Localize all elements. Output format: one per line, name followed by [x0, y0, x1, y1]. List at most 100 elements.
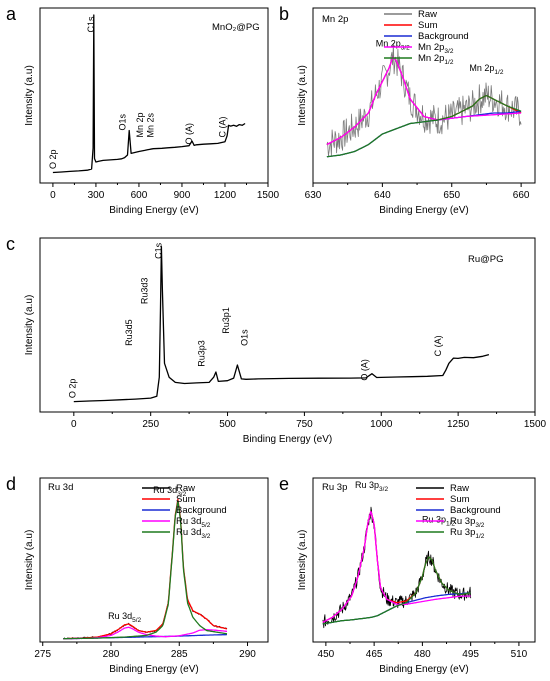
series-line-d-ru-3d3-2 [63, 500, 228, 640]
peak-annotation: O1s [117, 113, 127, 130]
series-line-b-raw [326, 42, 522, 157]
x-tick-label: 750 [296, 419, 313, 430]
x-tick-label: 0 [50, 190, 56, 201]
inset-label-a: MnO₂@PG [212, 22, 260, 33]
x-tick-label: 650 [443, 190, 460, 201]
legend-entry: Sum [176, 494, 196, 505]
peak-annotation: Ru3p3 [196, 340, 206, 367]
panel-d: d 275 280 285 290 Binding Energy (eV) Intensit… [6, 474, 269, 675]
peak-annotation: C (A) [218, 117, 228, 138]
legend-entry: Raw [450, 483, 469, 494]
legend-entry: Raw [176, 483, 195, 494]
x-tick-label: 500 [219, 419, 236, 430]
legend-entry: Mn 2p3/2 [418, 42, 454, 55]
panel-a: a 0 300 600 900 1200 1500 Binding Energy (eV) In… [6, 4, 280, 216]
legend-entry: Ru 3d3/2 [176, 527, 211, 540]
peak-annotation: C1s [153, 242, 163, 259]
legend-entry: Sum [450, 494, 470, 505]
x-tick-label: 900 [174, 190, 191, 201]
legend-entry: Background [176, 505, 227, 516]
peak-annotation: O1s [240, 329, 250, 346]
x-tick-label: 480 [414, 649, 431, 660]
legend-entry: Sum [418, 20, 438, 31]
peak-annotation: Ru 3p1/2 [422, 514, 455, 527]
plot-frame-b [312, 7, 536, 184]
series-line-b-mn-2p3-2 [326, 56, 522, 146]
peak-annotation: Ru3p1 [221, 307, 231, 334]
series-line-b-mn-2p1-2 [326, 94, 522, 158]
peak-annotation: Ru3d5 [124, 319, 134, 346]
x-tick-label: 450 [318, 649, 335, 660]
inset-label-b: Mn 2p [322, 14, 348, 25]
x-axis-title-d: Binding Energy (eV) [109, 664, 199, 675]
x-axis-title-b: Binding Energy (eV) [379, 205, 469, 216]
series-line-c-spectrum [73, 246, 490, 403]
x-tick-label: 465 [366, 649, 383, 660]
plot-frame-e [312, 477, 536, 643]
x-tick-label: 1500 [524, 419, 547, 430]
peak-annotation: O 2p [67, 379, 77, 399]
panel-c: c 0 250 500 750 1000 1250 1500 Binding Energy (e… [6, 234, 547, 445]
peak-annotation: Mn 2p1/2 [469, 63, 503, 76]
series-line-e-ru-3p3-2 [322, 510, 471, 623]
peak-annotation: O (A) [359, 359, 369, 381]
peak-annotation: Ru 3d5/2 [108, 611, 141, 624]
peak-annotation: Mn 2s [145, 112, 155, 137]
inset-label-d: Ru 3d [48, 482, 73, 493]
peak-annotation: Ru 3d3/2 [153, 485, 186, 498]
x-tick-label: 300 [88, 190, 105, 201]
peak-annotation: Ru 3p3/2 [355, 480, 388, 493]
legend-entry: Raw [418, 9, 437, 20]
peak-annotation: C1s [86, 16, 96, 33]
legend-entry: Mn 2p1/2 [418, 53, 454, 66]
plot-frame-d [39, 477, 269, 643]
legend-entry: Background [450, 505, 501, 516]
x-tick-label: 1000 [370, 419, 393, 430]
peak-annotation: Ru3d3 [140, 278, 150, 305]
inset-label-c: Ru@PG [468, 254, 504, 265]
peak-annotation: Mn 2p [135, 112, 145, 137]
x-tick-label: 1200 [214, 190, 237, 201]
peak-annotation: Mn 2p3/2 [376, 39, 410, 52]
x-tick-label: 510 [511, 649, 528, 660]
x-axis-title-e: Binding Energy (eV) [379, 664, 469, 675]
legend-entry: Ru 3d5/2 [176, 516, 211, 529]
y-axis-title-a: Intensity (a.u) [24, 65, 35, 126]
x-axis-title-a: Binding Energy (eV) [109, 205, 199, 216]
panel-e: e 450 465 480 495 510 Binding Energy (eV) Inten… [279, 474, 536, 675]
panel-b: b 630 640 650 660 Binding Energy (eV) Intensit… [279, 4, 536, 216]
legend-entry: Background [418, 31, 469, 42]
peak-annotation: O (A) [184, 123, 194, 145]
legend-entry: Ru 3p3/2 [450, 516, 485, 529]
legend-entry: Ru 3p1/2 [450, 527, 485, 540]
panel-letter-d: d [6, 474, 16, 494]
panel-letter-a: a [6, 4, 17, 24]
x-tick-label: 275 [34, 649, 51, 660]
plot-frame-a [39, 7, 269, 184]
y-axis-title-c: Intensity (a.u) [24, 295, 35, 356]
x-tick-label: 600 [131, 190, 148, 201]
peak-annotation: O 2p [48, 149, 58, 169]
x-tick-label: 630 [305, 190, 322, 201]
x-tick-label: 250 [142, 419, 159, 430]
x-tick-label: 640 [374, 190, 391, 201]
series-line-e-ru-3p1-2 [322, 556, 471, 625]
x-tick-label: 0 [71, 419, 77, 430]
x-tick-label: 1500 [257, 190, 280, 201]
inset-label-e: Ru 3p [322, 482, 347, 493]
x-axis-title-c: Binding Energy (eV) [243, 434, 333, 445]
plot-frame-c [39, 237, 536, 413]
panel-letter-b: b [279, 4, 289, 24]
y-axis-title-b: Intensity (a.u) [297, 65, 308, 126]
x-tick-label: 1250 [447, 419, 470, 430]
x-tick-label: 660 [513, 190, 530, 201]
x-tick-label: 280 [103, 649, 120, 660]
x-tick-label: 290 [239, 649, 256, 660]
y-axis-title-e: Intensity (a.u) [297, 530, 308, 591]
y-axis-title-d: Intensity (a.u) [24, 530, 35, 591]
x-tick-label: 285 [171, 649, 188, 660]
x-tick-label: 495 [462, 649, 479, 660]
series-line-a-spectrum [52, 14, 246, 174]
peak-annotation: C (A) [433, 335, 443, 356]
